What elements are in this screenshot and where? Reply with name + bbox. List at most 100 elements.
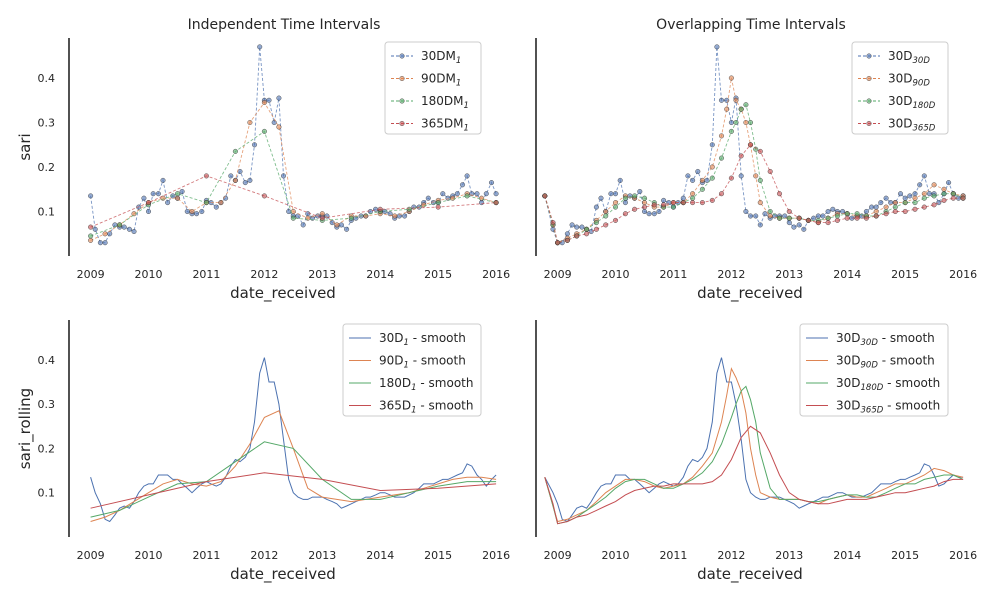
subplot-title: Independent Time Intervals xyxy=(188,17,381,33)
data-point xyxy=(102,231,108,237)
legend-label: 90DM1 xyxy=(421,72,461,89)
data-point xyxy=(97,240,103,246)
data-point xyxy=(261,99,267,105)
x-tick-label: 2015 xyxy=(424,268,452,281)
series-line xyxy=(90,130,497,237)
data-point xyxy=(131,228,137,234)
legend-suffix: - smooth xyxy=(883,399,940,413)
data-point xyxy=(796,215,802,221)
data-point xyxy=(286,208,292,214)
data-point xyxy=(912,195,918,201)
data-point xyxy=(574,233,580,239)
x-axis-label: date_received xyxy=(697,565,803,584)
data-point xyxy=(88,193,94,199)
legend-box xyxy=(851,41,949,135)
data-point xyxy=(165,200,171,206)
data-point xyxy=(863,215,869,221)
data-point xyxy=(724,106,730,112)
data-point xyxy=(805,217,811,223)
data-point xyxy=(796,222,802,228)
data-point xyxy=(179,188,185,194)
data-point xyxy=(564,237,570,243)
data-point xyxy=(199,208,205,214)
legend-name: 365D xyxy=(379,399,411,413)
data-point xyxy=(464,173,470,179)
data-point xyxy=(421,202,427,208)
series-4 xyxy=(542,142,966,246)
data-point xyxy=(757,177,763,183)
data-point xyxy=(757,222,763,228)
data-point xyxy=(941,197,947,203)
series-line xyxy=(544,425,964,525)
data-point xyxy=(102,240,108,246)
data-point xyxy=(825,220,831,226)
legend-subscript: 365D xyxy=(861,406,884,416)
data-point xyxy=(767,168,773,174)
data-point xyxy=(661,197,667,203)
series-1 xyxy=(544,357,964,523)
data-point xyxy=(960,195,966,201)
data-point xyxy=(479,200,485,206)
data-point xyxy=(174,191,180,197)
data-point xyxy=(733,97,739,103)
x-tick-label: 2013 xyxy=(308,268,336,281)
data-point xyxy=(690,177,696,183)
data-point xyxy=(489,180,495,186)
data-point xyxy=(603,213,609,219)
legend-marker xyxy=(399,53,405,59)
data-point xyxy=(651,202,657,208)
legend-subscript: 180D xyxy=(861,383,884,393)
x-axis-label: date_received xyxy=(230,284,336,303)
subplot-2: Overlapping Time Intervals 2009 2010 2011 20… xyxy=(535,17,977,303)
x-tick-label: 2015 xyxy=(424,549,452,562)
subplot-1: Independent Time Intervals 2009 2010 2011 20… xyxy=(16,17,510,303)
x-tick-label: 2016 xyxy=(482,268,510,281)
data-point xyxy=(719,191,725,197)
data-point xyxy=(271,119,277,125)
data-point xyxy=(757,148,763,154)
series-line xyxy=(90,175,497,228)
data-point xyxy=(709,142,715,148)
data-point xyxy=(941,191,947,197)
data-point xyxy=(728,119,734,125)
data-point xyxy=(786,208,792,214)
x-tick-label: 2012 xyxy=(250,268,278,281)
series-3 xyxy=(88,128,499,239)
data-point xyxy=(213,204,219,210)
subplot-4: 2009 2010 2011 2012 2013 2014 2015 2016 date_rec… xyxy=(535,320,977,584)
data-point xyxy=(719,155,725,161)
data-point xyxy=(608,191,614,197)
data-point xyxy=(873,213,879,219)
data-point xyxy=(690,195,696,201)
data-point xyxy=(767,208,773,214)
series-1 xyxy=(542,44,966,246)
legend-name: 30D xyxy=(836,376,861,390)
data-point xyxy=(261,128,267,134)
series-line xyxy=(90,441,497,518)
data-point xyxy=(334,222,340,228)
data-point xyxy=(878,200,884,206)
legend-suffix: - smooth xyxy=(417,376,474,390)
data-point xyxy=(247,119,253,125)
x-axis-label: date_received xyxy=(230,565,336,584)
legend-label: 30D30D xyxy=(888,49,930,66)
legend-label: 30D365D xyxy=(888,117,936,134)
data-point xyxy=(854,211,860,217)
data-point xyxy=(699,177,705,183)
data-point xyxy=(811,215,817,221)
x-tick-label: 2013 xyxy=(775,268,803,281)
legend-name: 90DM xyxy=(421,72,456,86)
data-point xyxy=(834,213,840,219)
legend-subscript: 365D xyxy=(913,124,936,134)
data-point xyxy=(276,95,282,101)
data-point xyxy=(642,204,648,210)
legend-subscript: 1 xyxy=(411,406,416,416)
data-point xyxy=(305,215,311,221)
legend-name: 30D xyxy=(888,49,913,63)
data-point xyxy=(593,204,599,210)
data-point xyxy=(603,222,609,228)
data-point xyxy=(753,213,759,219)
data-point xyxy=(315,213,321,219)
data-point xyxy=(883,211,889,217)
legend-label: 30D90D xyxy=(888,72,930,89)
